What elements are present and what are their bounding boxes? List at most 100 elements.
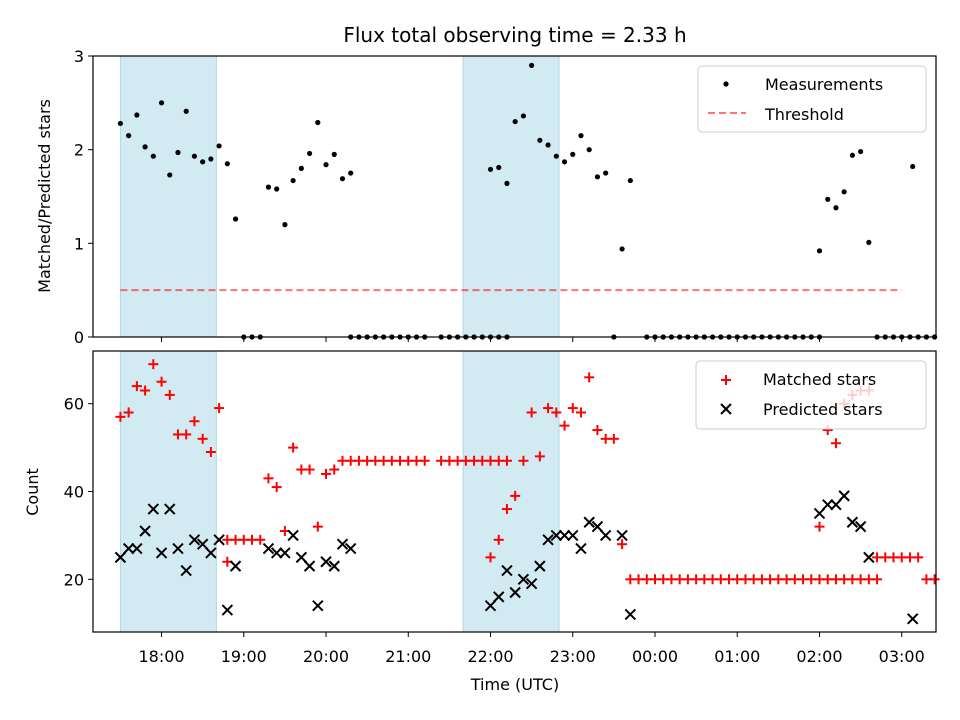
measurement-point (183, 108, 189, 114)
matched-star-point (181, 429, 192, 440)
predicted-star-stroke (221, 604, 234, 616)
predicted-star-point (172, 542, 184, 555)
measurement-point (825, 196, 831, 202)
x-tick-label: 19:00 (221, 647, 267, 666)
predicted-star-point (114, 551, 127, 564)
x-tick-label: 02:00 (796, 647, 842, 666)
top-axes-frame (92, 55, 937, 338)
predicted-star-stroke (328, 560, 340, 572)
matched-star-point (872, 574, 883, 585)
bottom-legend: Matched stars Predicted stars (695, 360, 927, 430)
matched-star-point (913, 552, 924, 563)
bottom-panel: 20 40 60 18:00 19:00 20:00 21:00 22:00 23:00 00:… (23, 350, 940, 694)
legend-matched-marker (721, 375, 731, 385)
predicted-star-point (287, 529, 299, 542)
predicted-star-stroke (122, 542, 135, 555)
predicted-star-stroke (213, 534, 225, 546)
predicted-star-stroke (320, 556, 332, 568)
matched-star-point (501, 504, 512, 515)
predicted-star-point (525, 577, 538, 590)
predicted-star-point (863, 551, 875, 564)
predicted-star-point (517, 573, 530, 586)
predicted-star-stroke (262, 542, 275, 555)
predicted-star-stroke (542, 534, 554, 546)
measurement-point (331, 151, 337, 157)
predicted-star-point (262, 542, 275, 555)
predicted-star-point (221, 604, 234, 616)
matched-star-point (312, 521, 323, 532)
legend-predicted-marker (720, 403, 732, 415)
predicted-star-stroke (131, 542, 143, 555)
x-tick-label: 18:00 (138, 647, 184, 666)
predicted-star-point (180, 564, 192, 577)
highlight-span (462, 55, 560, 338)
predicted-star-stroke (854, 520, 867, 533)
measurement-point (504, 180, 510, 186)
predicted-star-stroke (591, 520, 604, 533)
predicted-star-point (155, 547, 168, 559)
measurement-point (561, 159, 568, 165)
predicted-star-point (822, 498, 834, 511)
x-tick-label: 23:00 (550, 647, 596, 666)
matched-star-point (123, 407, 134, 418)
predicted-star-stroke (906, 613, 919, 625)
top-measurement-points (117, 62, 938, 340)
matched-star-point (255, 534, 266, 545)
predicted-star-stroke (229, 560, 242, 572)
predicted-star-stroke (575, 542, 587, 555)
measurement-point (224, 161, 230, 167)
predicted-star-point (591, 520, 604, 533)
matched-star-point (419, 455, 430, 466)
predicted-star-stroke (312, 599, 324, 612)
measurement-point (175, 149, 181, 156)
matched-star-point (148, 359, 159, 370)
measurement-point (134, 112, 140, 118)
matched-star-point (814, 521, 825, 532)
legend-matched-label: Matched stars (763, 370, 876, 389)
highlight-span (462, 350, 560, 633)
measurement-point (841, 189, 847, 195)
measurement-point (537, 137, 543, 143)
predicted-star-stroke (813, 507, 826, 520)
measurement-point (216, 143, 222, 149)
predicted-star-stroke (303, 560, 316, 572)
predicted-star-point (188, 534, 201, 546)
legend-predicted-label: Predicted stars (763, 400, 883, 419)
predicted-star-point (344, 542, 357, 555)
measurement-point (603, 170, 609, 176)
measurement-point (208, 156, 214, 162)
predicted-star-point (575, 542, 587, 555)
predicted-star-stroke (822, 498, 834, 511)
legend-threshold-label: Threshold (764, 105, 844, 124)
matched-star-point (205, 446, 216, 457)
top-legend: Measurements Threshold (697, 65, 927, 133)
predicted-star-stroke (525, 577, 538, 590)
matched-star-point (321, 468, 332, 479)
matched-star-point (543, 403, 554, 414)
predicted-star-stroke (567, 529, 579, 542)
predicted-star-stroke (550, 529, 563, 542)
bottom-y-axis-label: Count (23, 468, 42, 516)
legend-measurements-marker (723, 81, 729, 87)
measurement-point (858, 148, 864, 155)
predicted-star-point (312, 599, 324, 612)
measurement-point (866, 239, 872, 245)
matched-star-point (526, 407, 537, 418)
predicted-star-point (534, 560, 546, 572)
measurement-point (274, 186, 280, 192)
measurement-point (496, 164, 502, 171)
matched-star-point (559, 420, 570, 431)
measurement-point (849, 152, 855, 158)
predicted-star-point (196, 538, 209, 550)
predicted-star-stroke (624, 608, 637, 621)
x-tick-label: 22:00 (467, 647, 513, 666)
predicted-star-point (599, 529, 612, 542)
predicted-star-stroke (484, 599, 497, 612)
measurement-point (545, 142, 551, 148)
x-tick-label: 21:00 (385, 647, 431, 666)
predicted-star-stroke (583, 516, 595, 528)
measurement-point (117, 120, 124, 127)
matched-star-point (575, 407, 586, 418)
predicted-star-stroke (164, 503, 176, 515)
predicted-star-stroke (344, 542, 357, 555)
